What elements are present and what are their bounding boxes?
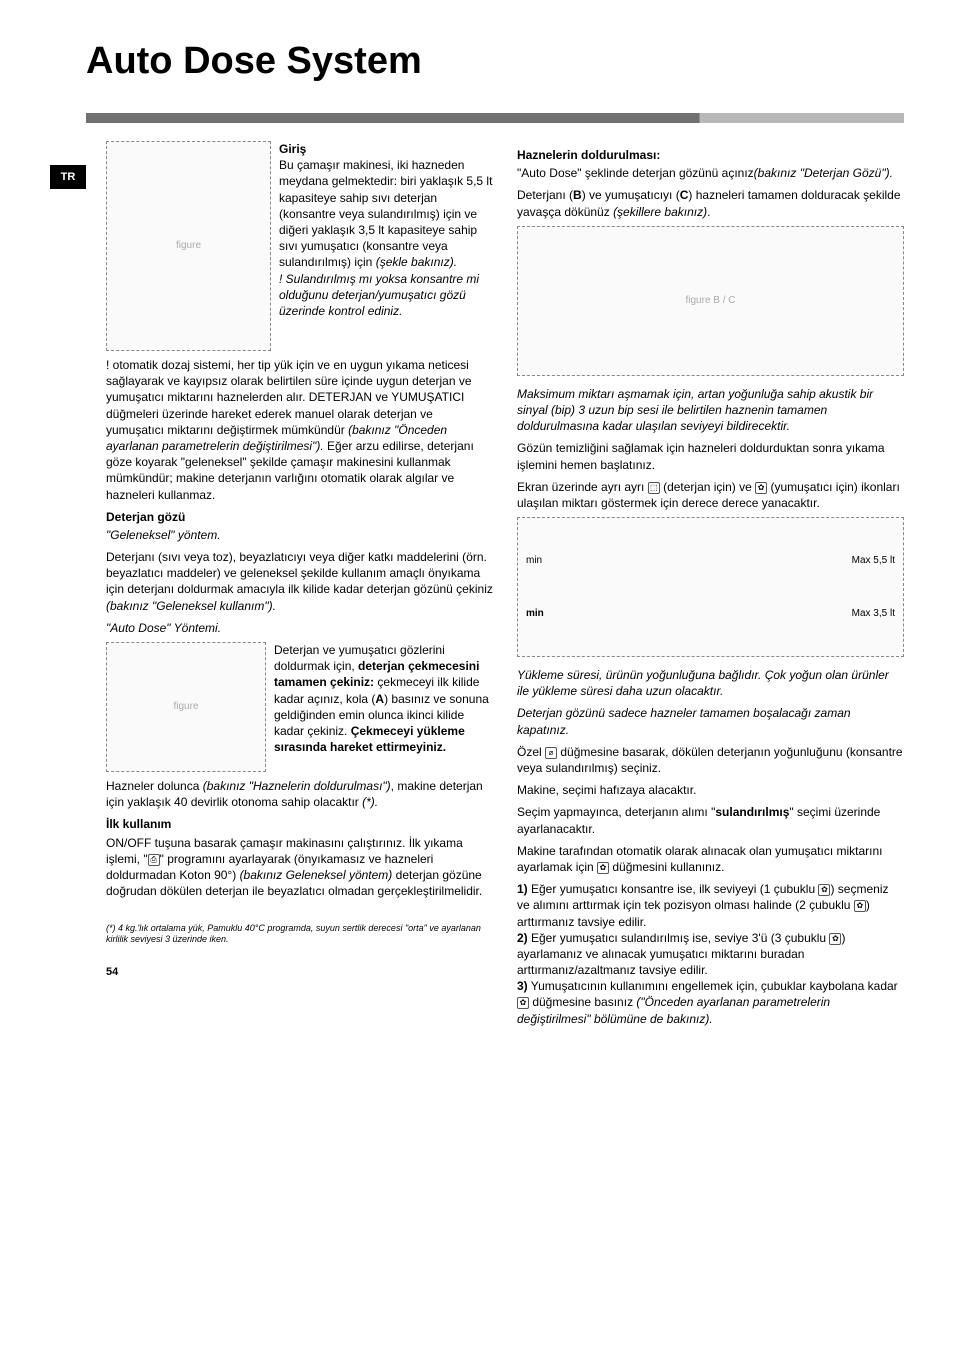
firstuse-ref: (bakınız Geleneksel yöntem) xyxy=(240,868,393,882)
special-a: Özel xyxy=(517,745,545,759)
right-column: Haznelerin doldurulması: "Auto Dose" şek… xyxy=(517,141,904,1033)
fill-a-ref: (bakınız "Deterjan Gözü"). xyxy=(754,166,893,180)
screen-a: Ekran üzerinde ayrı ayrı xyxy=(517,480,648,494)
autodose-tail-ast: (*). xyxy=(362,795,378,809)
softener-b: düğmesini kullanınız. xyxy=(609,860,724,874)
flower1-icon: ✿ xyxy=(818,884,830,896)
flower0-icon: ✿ xyxy=(517,997,529,1009)
traditional-ref: (bakınız "Geleneksel kullanım"). xyxy=(106,599,276,613)
firstuse-heading: İlk kullanım xyxy=(106,816,493,832)
language-tab: TR xyxy=(50,165,86,189)
autodose-tail-ref: (bakınız "Haznelerin doldurulması") xyxy=(203,779,391,793)
autodose-subhead: "Auto Dose" Yöntemi. xyxy=(106,620,493,636)
fill-b-ref: (şekillere bakınız) xyxy=(613,205,707,219)
max-note: Maksimum miktarı aşmamak için, artan yoğ… xyxy=(517,386,904,435)
traditional-subhead: "Geleneksel" yöntem. xyxy=(106,527,493,543)
noselect-bold: sulandırılmış xyxy=(715,805,789,819)
detergent-icon: ⬚ xyxy=(648,482,660,494)
screen-b: (deterjan için) ve xyxy=(660,480,755,494)
section-divider xyxy=(86,113,904,123)
fill-b-b: ) ve yumuşatıcıyı ( xyxy=(582,188,680,202)
autodose-A: A xyxy=(375,692,384,706)
detergent-heading: Deterjan gözü xyxy=(106,509,493,525)
noselect-a: Seçim yapmayınca, deterjanın alımı " xyxy=(517,805,715,819)
fill-heading: Haznelerin doldurulması: xyxy=(517,147,904,163)
page-number: 54 xyxy=(106,965,493,980)
softener-button-icon: ✿ xyxy=(597,862,609,874)
close-note: Deterjan gözünü sadece hazneler tamamen … xyxy=(517,705,904,737)
fill-a: "Auto Dose" şeklinde deterjan gözünü açı… xyxy=(517,166,754,180)
page-title: Auto Dose System xyxy=(86,40,904,83)
level-icons-diagram: min Max 5,5 lt min Max 3,5 lt xyxy=(517,517,904,657)
load-note: Yükleme süresi, ürünün yoğunluğuna bağlı… xyxy=(517,667,904,699)
autodose-tail-a: Hazneler dolunca xyxy=(106,779,203,793)
intro-heading: Giriş xyxy=(279,142,306,156)
levels-max2: Max 3,5 lt xyxy=(852,607,895,621)
levels-max1: Max 5,5 lt xyxy=(852,554,895,568)
intro-body: Bu çamaşır makinesi, iki hazneden meydan… xyxy=(279,158,492,269)
memory: Makine, seçimi hafızaya alacaktır. xyxy=(517,782,904,798)
item3-num: 3) xyxy=(517,979,528,993)
flower3-icon: ✿ xyxy=(829,933,841,945)
softener-icon: ✿ xyxy=(755,482,767,494)
fill-B: B xyxy=(573,188,582,202)
levels-min2: min xyxy=(526,607,544,621)
footnote: (*) 4 kg.'lık ortalama yük, Pamuklu 40°C… xyxy=(106,923,493,945)
program-icon: ⎙ xyxy=(148,854,160,866)
flower2-icon: ✿ xyxy=(854,900,866,912)
left-column: figure Giriş Bu çamaşır makinesi, iki ha… xyxy=(106,141,493,1033)
columns: figure Giriş Bu çamaşır makinesi, iki ha… xyxy=(106,141,904,1033)
item3-b: düğmesine basınız xyxy=(529,995,636,1009)
side-tab: TR xyxy=(50,141,86,1033)
intro-warning: ! Sulandırılmış mı yoksa konsantre mi ol… xyxy=(279,272,479,318)
fill-b-dot: . xyxy=(707,205,710,219)
content-area: TR figure Giriş Bu çamaşır makinesi, iki… xyxy=(50,141,904,1033)
special-b: düğmesine basarak, dökülen deterjanın yo… xyxy=(517,745,903,775)
density-icon: ⌀ xyxy=(545,747,557,759)
tanks-diagram: figure B / C xyxy=(517,226,904,376)
clean-body: Gözün temizliğini sağlamak için hazneler… xyxy=(517,440,904,472)
traditional-body: Deterjanı (sıvı veya toz), beyazlatıcıyı… xyxy=(106,550,493,596)
item1-num: 1) xyxy=(517,882,528,896)
levels-min1: min xyxy=(526,554,542,568)
intro-body-ref: (şekle bakınız). xyxy=(376,255,457,269)
item2-a: Eğer yumuşatıcı sulandırılmış ise, seviy… xyxy=(528,931,830,945)
drawer-diagram: figure xyxy=(106,642,266,772)
fill-b-a: Deterjanı ( xyxy=(517,188,573,202)
item1-a: Eğer yumuşatıcı konsantre ise, ilk seviy… xyxy=(528,882,819,896)
item3-a: Yumuşatıcının kullanımını engellemek içi… xyxy=(528,979,898,993)
item2-num: 2) xyxy=(517,931,528,945)
dispenser-top-diagram: figure xyxy=(106,141,271,351)
